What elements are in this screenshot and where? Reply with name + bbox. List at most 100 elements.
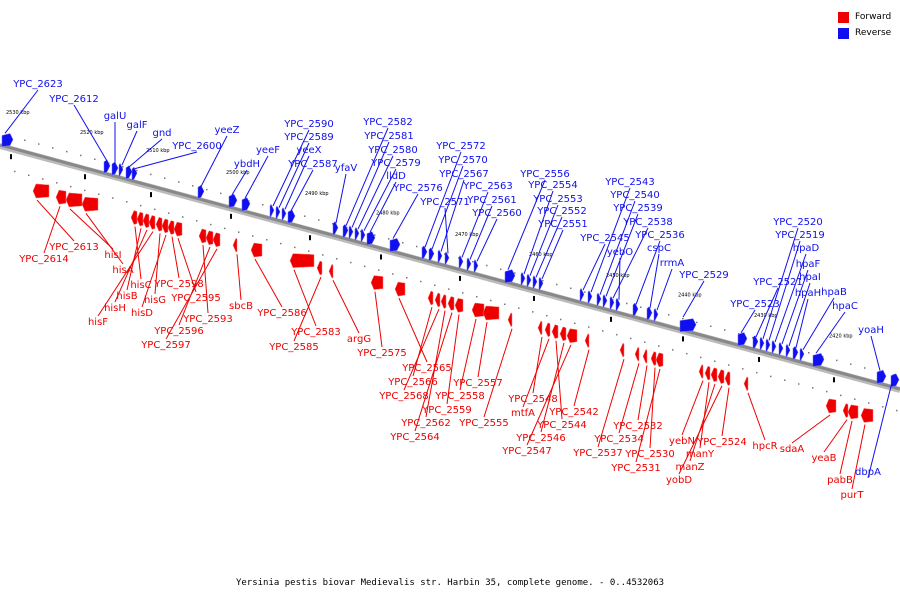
legend-forward: Forward — [838, 9, 891, 25]
leader-line — [681, 380, 704, 436]
tick-mark — [374, 234, 376, 236]
forward-gene-box — [847, 404, 859, 420]
forward-gene-box — [55, 189, 67, 205]
gene-label: ybdH — [234, 159, 260, 170]
tick-mark — [14, 170, 16, 173]
scale-tick — [833, 377, 835, 383]
tick-mark — [52, 147, 54, 149]
gene-label: hpaF — [796, 259, 821, 270]
tick-mark — [626, 302, 628, 305]
tick-mark — [588, 326, 590, 328]
leader-line — [788, 282, 811, 347]
reverse-gene-box — [332, 221, 339, 236]
leader-line — [278, 142, 310, 208]
leader-line — [128, 138, 163, 168]
tick-mark — [584, 291, 586, 293]
gene-label: YPC_2582 — [362, 117, 413, 128]
gene-label: yfaV — [335, 163, 358, 174]
scale-label: 2460 kbp — [529, 252, 553, 258]
leader-line — [656, 268, 673, 311]
forward-gene-box — [316, 260, 323, 276]
gene-label: YPC_2576 — [392, 183, 443, 194]
reverse-gene-box — [785, 343, 791, 358]
gene-label: galF — [126, 120, 147, 131]
leader-line — [154, 233, 161, 295]
reverse-gene-box — [281, 206, 287, 222]
forward-gene-box — [32, 183, 50, 199]
tick-mark — [24, 139, 26, 142]
tick-mark — [658, 345, 660, 347]
gene-label: YPC_2565 — [401, 363, 452, 374]
gene-label: YPC_2581 — [363, 131, 414, 142]
leader-line — [332, 280, 360, 334]
gene-label: lldD — [386, 171, 406, 182]
leader-line — [369, 181, 397, 233]
scale-label: 2480 kbp — [376, 210, 400, 216]
tick-mark — [640, 306, 642, 309]
tick-mark — [178, 181, 180, 183]
reverse-gene-box — [111, 161, 119, 176]
tick-mark — [556, 283, 558, 286]
reverse-gene-box — [799, 347, 805, 362]
leader-line — [178, 246, 211, 326]
scale-label: 2530 kbp — [6, 110, 30, 116]
forward-gene-box — [205, 230, 214, 246]
leader-line — [851, 424, 866, 490]
leader-line — [477, 321, 488, 378]
tick-mark — [738, 333, 740, 335]
tick-mark — [784, 379, 786, 381]
tick-mark — [864, 367, 866, 369]
gene-label: YPC_2568 — [378, 391, 429, 402]
tick-mark — [308, 250, 310, 252]
tick-mark — [420, 280, 422, 283]
gene-label: YPC_2612 — [48, 94, 99, 105]
gene-label: YPC_2553 — [532, 194, 583, 205]
gene-label: YPC_2537 — [572, 448, 623, 459]
gene-label: hisD — [131, 308, 153, 319]
reverse-gene-box — [360, 228, 366, 243]
leader-line — [649, 253, 660, 309]
leader-line — [134, 226, 142, 280]
gene-label: YPC_2538 — [622, 217, 673, 228]
gene-label: YPC_2564 — [389, 432, 440, 443]
tick-mark — [80, 154, 82, 157]
forward-gene-box — [250, 242, 263, 258]
leader-line — [431, 165, 464, 250]
leader-line — [134, 151, 198, 170]
leader-line — [69, 208, 114, 250]
tick-mark — [150, 173, 152, 176]
reverse-gene-box — [241, 197, 251, 212]
reverse-gene-box — [765, 338, 771, 353]
scale-label: 2500 kbp — [226, 170, 250, 176]
reverse-gene-box — [812, 353, 825, 367]
tick-mark — [220, 192, 222, 195]
tick-mark — [364, 265, 366, 268]
forward-gene-box — [471, 302, 485, 318]
gene-label: hisH — [104, 303, 126, 314]
reverse-gene-box — [596, 292, 602, 307]
forward-gene-box — [142, 213, 150, 229]
leader-line — [403, 308, 440, 391]
tick-mark — [126, 201, 128, 203]
forward-gene-box — [655, 352, 664, 368]
scale-label: 2440 kbp — [678, 292, 702, 298]
reverse-gene-box — [752, 335, 759, 349]
genome-backbone — [0, 143, 900, 391]
gene-label: yebO — [607, 247, 633, 258]
gene-label: hpaH — [795, 288, 821, 299]
forward-gene-box — [454, 298, 464, 313]
reverse-gene-box — [103, 159, 111, 174]
reverse-gene-box — [228, 193, 238, 208]
tick-mark — [882, 406, 884, 408]
leader-line — [795, 298, 809, 348]
forward-gene-box — [537, 320, 543, 336]
tick-mark — [448, 288, 450, 290]
forward-gene-box — [559, 326, 567, 342]
reverse-gene-box — [444, 251, 450, 266]
gene-label: hpcR — [752, 441, 777, 452]
leader-line — [555, 340, 563, 420]
reverse-gene-box — [653, 307, 659, 322]
gene-label: pabB — [827, 475, 853, 486]
reverse-gene-box — [504, 269, 516, 283]
reverse-gene-box — [737, 332, 748, 346]
